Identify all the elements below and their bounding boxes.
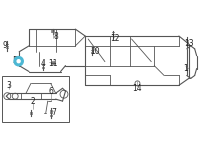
Text: 9: 9 (3, 41, 8, 50)
Text: 7: 7 (51, 108, 56, 117)
Text: 5: 5 (13, 56, 18, 65)
Text: 6: 6 (48, 87, 53, 96)
Circle shape (16, 59, 21, 63)
Text: 2: 2 (31, 97, 35, 106)
Text: 4: 4 (40, 59, 45, 68)
Text: 14: 14 (133, 84, 142, 93)
Circle shape (13, 56, 24, 66)
Text: 13: 13 (184, 39, 194, 48)
Text: 11: 11 (48, 59, 57, 68)
Text: 10: 10 (90, 47, 100, 56)
Text: 12: 12 (110, 35, 120, 44)
Text: 3: 3 (7, 81, 12, 90)
Text: 1: 1 (183, 64, 188, 73)
Bar (2, 76, 69, 122)
Text: 8: 8 (53, 31, 58, 41)
